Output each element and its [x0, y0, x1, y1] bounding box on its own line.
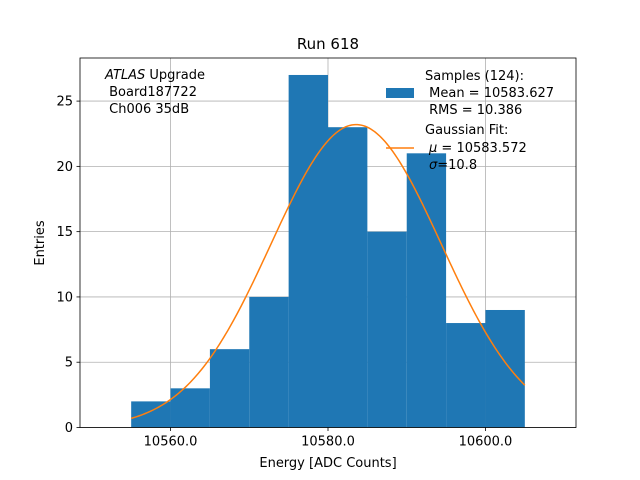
y-tick-label: 5 [65, 356, 73, 371]
histogram-bar [209, 349, 250, 428]
histogram-bar [406, 153, 447, 428]
legend-samples-title: Samples (124): [425, 69, 524, 84]
x-tick-label: 10600.0 [459, 435, 513, 450]
x-tick-label: 10560.0 [144, 435, 198, 450]
legend-mu-symbol: μ [428, 141, 437, 156]
legend-sigma-symbol: σ [429, 158, 438, 173]
histogram-bar [485, 309, 525, 428]
annotation-box: ATLAS Upgrade Board187722 Ch006 35dB [104, 68, 205, 117]
y-axis-label: Entries [33, 220, 48, 266]
legend-fit-mu: = 10583.572 [437, 141, 526, 156]
y-tick-label: 0 [65, 421, 73, 436]
legend-fit-title: Gaussian Fit: [425, 123, 508, 138]
x-axis-ticks: 10560.0 10580.0 10600.0 [144, 427, 513, 450]
legend-fit-sigma: =10.8 [437, 158, 477, 173]
legend-samples-swatch [386, 88, 414, 98]
histogram-bar [367, 231, 407, 428]
histogram-bar [288, 74, 328, 428]
legend-fit-mu-line: μ = 10583.572 [428, 141, 527, 156]
chart-title: Run 618 [297, 35, 359, 53]
annotation-upgrade: Upgrade [145, 68, 205, 83]
annotation-line-3: Ch006 35dB [105, 102, 189, 117]
legend-samples-rms: RMS = 10.386 [425, 103, 522, 118]
gaussian-fit-line [130, 123, 526, 420]
y-tick-label: 15 [56, 225, 73, 240]
y-axis-ticks: 0 5 10 15 20 25 [56, 95, 80, 436]
histogram-bar [446, 323, 486, 428]
annotation-line-2: Board187722 [105, 85, 197, 100]
legend: Samples (124): Mean = 10583.627 RMS = 10… [386, 69, 554, 173]
x-axis-label: Energy [ADC Counts] [259, 456, 396, 471]
legend-samples-mean: Mean = 10583.627 [425, 86, 554, 101]
x-tick-label: 10580.0 [301, 435, 355, 450]
annotation-atlas: ATLAS [104, 68, 145, 83]
histogram-bar [131, 401, 171, 428]
histogram-bar [249, 296, 289, 428]
histogram-bars [131, 74, 525, 428]
histogram-bar [328, 127, 368, 428]
annotation-line-1: ATLAS Upgrade [104, 68, 205, 83]
y-tick-label: 20 [56, 160, 73, 175]
legend-fit-sigma-line: σ=10.8 [429, 158, 477, 173]
y-tick-label: 25 [56, 95, 73, 110]
y-tick-label: 10 [56, 290, 73, 305]
